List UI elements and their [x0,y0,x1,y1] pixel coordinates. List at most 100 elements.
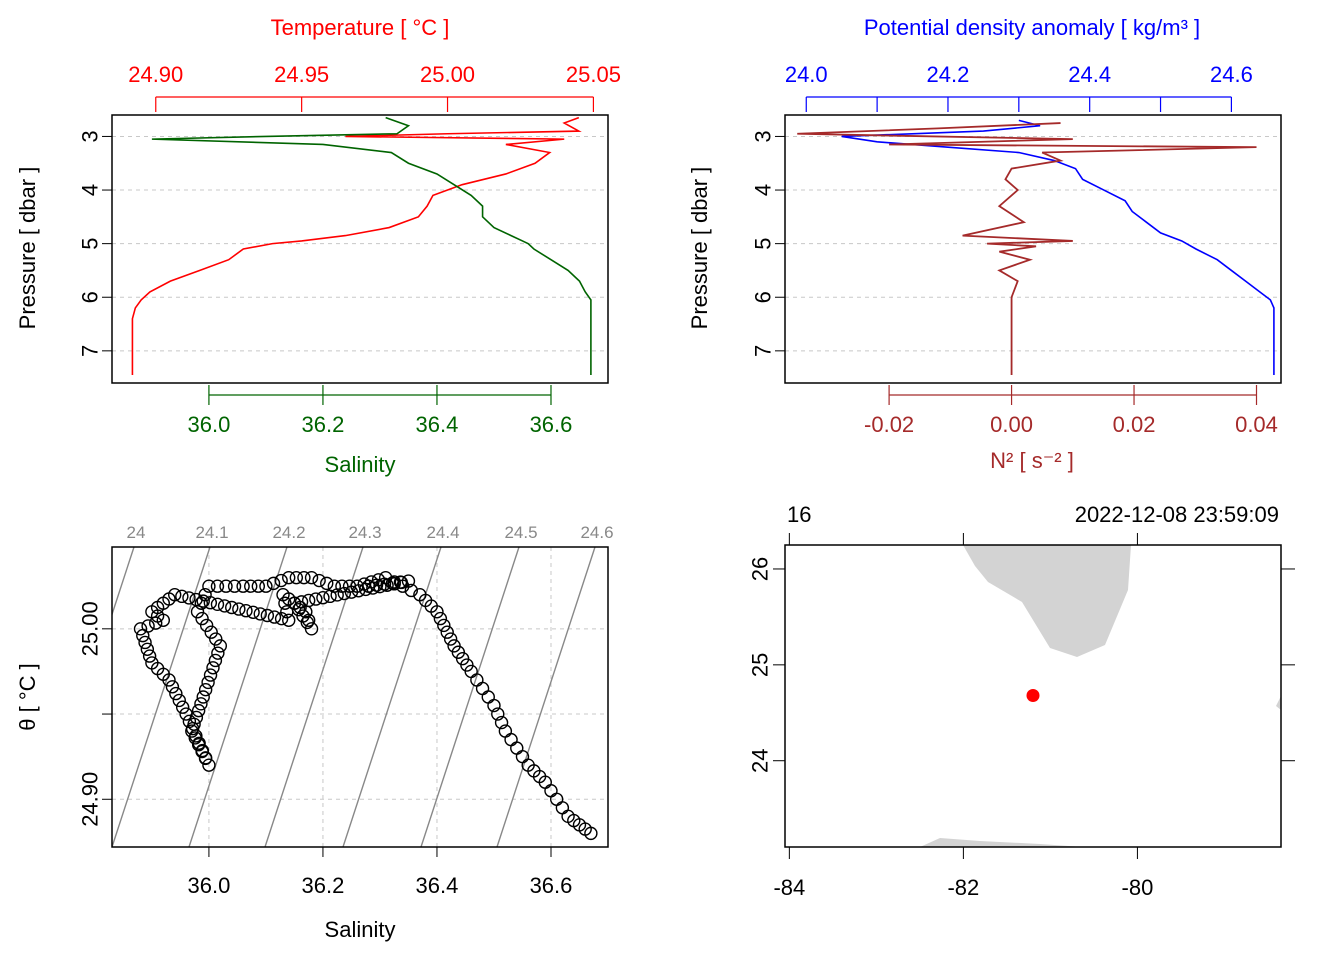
ts-point [443,632,458,646]
x-axis-title: Salinity [325,917,396,942]
ts-point [162,592,176,606]
ts-point [189,592,203,607]
ts-point [209,632,223,646]
salinity-tick-label: 36.0 [188,412,231,437]
isopycnal-line [496,547,596,847]
ts-point [141,619,155,633]
salinity-tick-label: 36.2 [302,412,345,437]
ts-point [475,681,490,696]
temperature-profile-line [131,116,582,375]
ts-point [433,611,448,626]
ts-point [297,570,311,585]
ts-point [246,605,260,620]
ts-point [282,613,296,627]
ts-point [451,645,466,659]
n2-tick-label: 0.04 [1235,412,1278,437]
ts-point [219,579,233,593]
longitude-label: -82 [947,875,979,900]
y-tick-label: 3 [751,130,776,142]
station-label: 16 [787,502,811,527]
station-marker [1026,689,1040,703]
ts-point [344,585,359,599]
florida-land [963,545,1131,657]
ts-point [201,675,215,690]
y-tick-label: 24.90 [78,772,103,827]
ts-point [274,573,288,588]
y-tick-label: 4 [751,184,776,196]
ts-point [140,642,155,656]
station-map-panel: -84 -82 -80 26 25 24 16 2022-12-08 23:59:09 [748,502,1295,900]
ts-point [189,729,203,743]
density-profile-line [841,119,1275,375]
density-axis-title: Potential density anomaly [ kg/m³ ] [864,15,1200,40]
plot-frame [111,114,609,384]
ts-point [527,764,541,778]
n2-tick-label: 0.02 [1113,412,1156,437]
ts-point [330,588,344,602]
ts-point [440,625,454,639]
ts-point [169,686,183,701]
ts-point [165,680,180,694]
ts-point [206,661,220,675]
isopycnal-label: 24.4 [426,523,459,542]
isopycnal-line [420,547,520,847]
ts-point [198,751,213,765]
ts-point [294,595,309,609]
isopycnal-label: 24 [127,523,146,542]
latitude-label: 24 [748,748,773,772]
n2-tick-label: 0.00 [990,412,1033,437]
ts-point [491,707,505,721]
ts-point [199,618,214,633]
isopycnal-line [342,547,442,847]
ts-point [369,578,384,592]
isopycnal-label: 24.5 [504,523,537,542]
ts-point [437,618,451,633]
temperature-tick-label: 25.00 [420,62,475,87]
temperature-axis-title: Temperature [ °C ] [271,15,450,40]
ts-point [510,741,524,755]
isopycnal-line [112,547,211,847]
ts-point [515,749,530,764]
ts-point [393,575,408,589]
ts-point [320,576,334,591]
ts-point [494,715,509,730]
salinity-tick-label: 36.6 [530,412,573,437]
ts-point [203,668,218,682]
ts-point [182,714,197,729]
ts-point [225,600,239,615]
pressure-axis-title: Pressure [ dbar ] [687,167,712,330]
ts-point [239,604,253,618]
ts-points [133,570,598,841]
salinity-profile-line [151,116,592,375]
ts-point [194,697,208,711]
ts-point [210,597,225,612]
isopycnal-line [188,547,288,847]
salinity-tick-label: 36.4 [416,412,459,437]
cuba-land [920,838,1083,847]
ts-point [227,579,242,593]
pressure-axis-title: Pressure [ dbar ] [15,167,40,330]
land-layer [920,545,1281,847]
ts-point [470,673,484,687]
map-frame [784,544,1282,848]
isopycnal-lines [112,547,596,847]
longitude-label: -80 [1122,875,1154,900]
ts-point [211,646,225,660]
x-tick-label: 36.2 [302,873,345,898]
ts-diagram-panel: 24 24.1 24.2 24.3 24.4 24.5 24.6 36.0 36.2 36.4 36… [15,523,614,942]
ts-point [312,573,326,588]
y-tick-label: 6 [751,291,776,303]
ts-point [175,700,190,714]
ts-point [301,593,316,608]
temperature-tick-label: 24.95 [274,62,329,87]
isopycnal-line [264,547,364,847]
ts-point [202,579,216,593]
ts-point [192,736,206,750]
y-tick-label: 6 [78,291,103,303]
ts-point [150,609,165,623]
ts-point [208,653,223,668]
density-tick-label: 24.0 [785,62,828,87]
density-tick-label: 24.6 [1210,62,1253,87]
ts-point [418,593,433,608]
ts-point [213,639,228,653]
